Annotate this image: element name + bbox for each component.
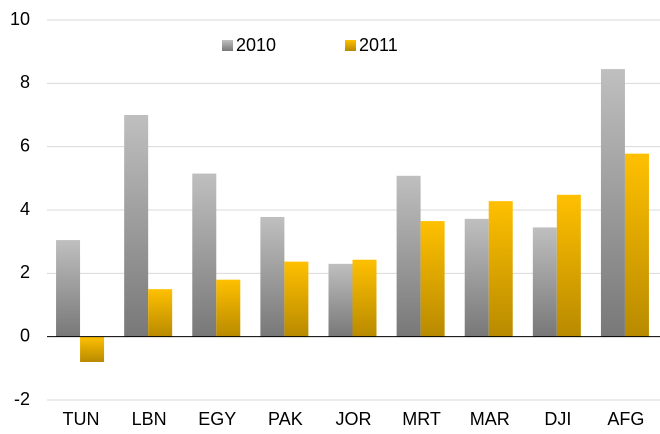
- x-tick-label: AFG: [607, 409, 644, 429]
- bar: [600, 69, 625, 337]
- bar: [328, 263, 353, 337]
- bar: [624, 153, 649, 337]
- y-tick-label: 2: [20, 262, 30, 282]
- bar: [556, 194, 581, 337]
- bar: [124, 115, 149, 337]
- y-tick-label: 6: [20, 135, 30, 155]
- bar: [216, 279, 241, 337]
- bar: [420, 221, 445, 337]
- x-tick-label: TUN: [63, 409, 100, 429]
- x-tick-label: EGY: [198, 409, 236, 429]
- y-tick-label: 10: [10, 9, 30, 29]
- legend-swatch: [222, 40, 233, 51]
- bar: [352, 259, 377, 337]
- x-tick-label: JOR: [336, 409, 372, 429]
- bar: [488, 201, 513, 337]
- y-tick-label: -2: [14, 389, 30, 409]
- bar: [260, 216, 285, 337]
- bar: [192, 173, 217, 337]
- y-tick-label: 0: [20, 325, 30, 345]
- x-tick-label: DJI: [544, 409, 571, 429]
- x-tick-label: PAK: [268, 409, 303, 429]
- legend-label: 2010: [236, 35, 276, 55]
- bar: [80, 336, 105, 362]
- x-tick-label: LBN: [132, 409, 167, 429]
- bar: [464, 218, 489, 337]
- bar: [396, 175, 421, 337]
- x-tick-label: MAR: [470, 409, 510, 429]
- legend-label: 2011: [359, 35, 398, 55]
- bar: [532, 227, 557, 337]
- y-tick-label: 4: [20, 199, 30, 219]
- legend-swatch: [345, 40, 356, 51]
- bar: [284, 261, 309, 337]
- y-tick-label: 8: [20, 72, 30, 92]
- bar: [56, 240, 81, 337]
- bar: [148, 289, 173, 337]
- x-tick-label: MRT: [402, 409, 441, 429]
